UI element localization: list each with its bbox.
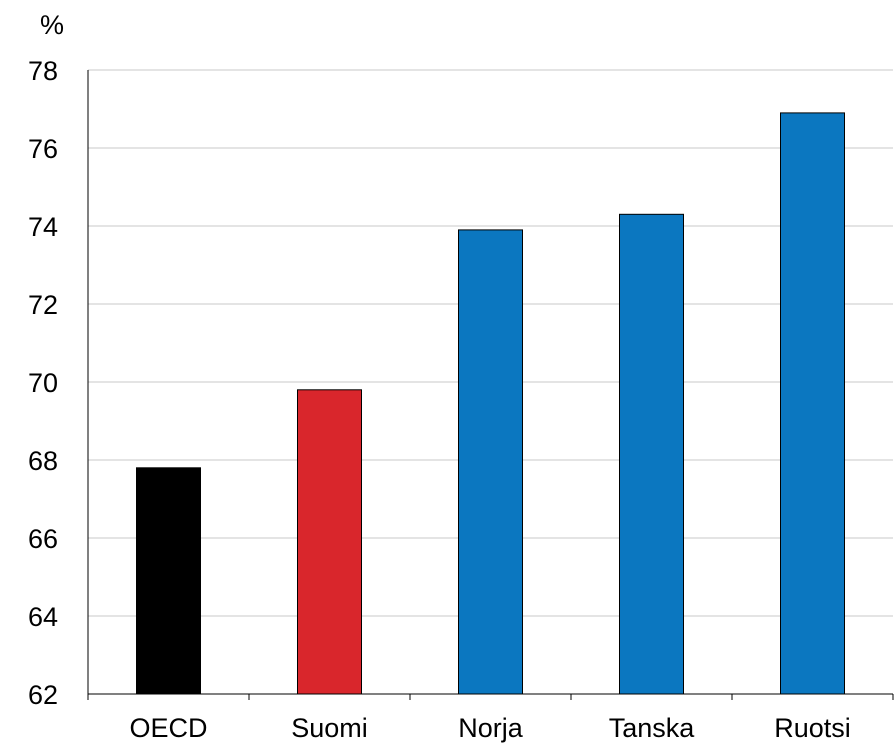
x-category-label: Norja [458, 713, 524, 743]
y-tick-label: 68 [28, 446, 58, 476]
bar-oecd [136, 467, 201, 695]
x-category-label: Suomi [291, 713, 368, 743]
y-tick-label: 78 [28, 56, 58, 86]
y-tick-label: 62 [28, 680, 58, 710]
x-category-label: Ruotsi [774, 713, 851, 743]
y-tick-label: 66 [28, 524, 58, 554]
y-tick-label: 76 [28, 134, 58, 164]
labels: 62 64 66 68 70 72 74 76 78 OECD Suomi Norja Tanska Ru… [28, 56, 851, 743]
y-tick-label: 74 [28, 212, 58, 242]
y-tick-label: 70 [28, 368, 58, 398]
bar-tanska [619, 213, 684, 695]
bar-ruotsi [780, 112, 845, 695]
y-unit-label: % [40, 10, 64, 40]
bar-suomi [297, 389, 362, 695]
bar-norja [458, 229, 523, 695]
x-category-label: OECD [129, 713, 207, 743]
x-category-label: Tanska [609, 713, 696, 743]
bars [136, 112, 845, 695]
y-tick-label: 64 [28, 602, 58, 632]
y-tick-label: 72 [28, 290, 58, 320]
